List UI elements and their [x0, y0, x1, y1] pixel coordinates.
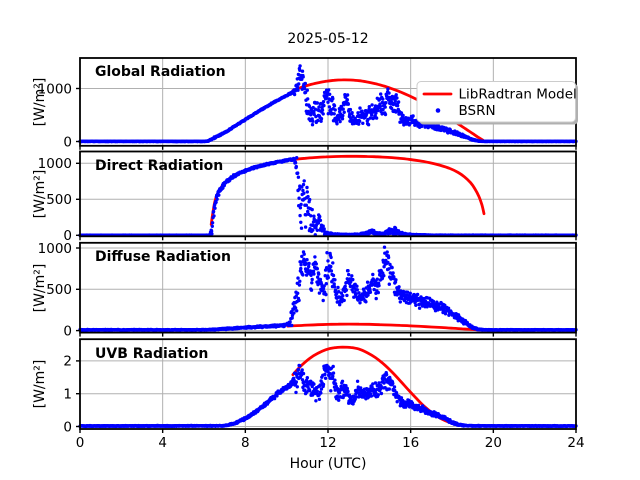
svg-text:0: 0 — [63, 323, 72, 339]
y-axis-label-global: [W/m²] — [32, 78, 48, 127]
figure-title: 2025-05-12 — [287, 31, 368, 47]
legend-box — [416, 81, 576, 123]
plot-area-global: 0 1000 — [38, 57, 578, 150]
tick-labels: 0 500 1000 — [38, 241, 72, 340]
svg-text:500: 500 — [46, 282, 72, 298]
legend: LibRadtran Model BSRN — [416, 81, 578, 125]
svg-text:1000: 1000 — [38, 241, 72, 257]
tick-marks — [76, 360, 577, 433]
tick-marks — [76, 247, 577, 337]
y-axis-label-uvb: [W/m²] — [32, 360, 48, 409]
tick-labels: 0 1000 — [38, 81, 72, 150]
svg-text:500: 500 — [46, 192, 72, 208]
svg-text:1000: 1000 — [38, 81, 72, 97]
bsrn-scatter — [78, 363, 578, 428]
subplot-diffuse-radiation: 0 500 1000 Diffuse Radiation [W/m²] — [32, 241, 578, 340]
x-axis-label: Hour (UTC) — [290, 456, 367, 472]
tick-marks — [76, 162, 577, 241]
panel-title-global: Global Radiation — [95, 64, 226, 80]
panel-title-diffuse: Diffuse Radiation — [95, 249, 231, 265]
legend-bsrn-label: BSRN — [459, 103, 496, 119]
y-axis-label-direct: [W/m²] — [32, 170, 48, 219]
bsrn-scatter — [78, 245, 578, 333]
tick-marks — [76, 87, 577, 150]
model-line — [286, 322, 484, 332]
y-axis-label-diffuse: [W/m²] — [32, 264, 48, 313]
bsrn-scatter — [78, 64, 578, 144]
legend-model-label: LibRadtran Model — [459, 86, 577, 102]
legend-bsrn-dot-swatch — [435, 108, 441, 113]
svg-text:0: 0 — [63, 134, 72, 150]
plot-area-diffuse: 0 500 1000 — [38, 241, 578, 340]
subplot-global-radiation: 0 1000 Global Radiation [W/m²] — [32, 57, 578, 150]
panel-title-direct: Direct Radiation — [95, 158, 223, 174]
panel-title-uvb: UVB Radiation — [95, 346, 208, 362]
